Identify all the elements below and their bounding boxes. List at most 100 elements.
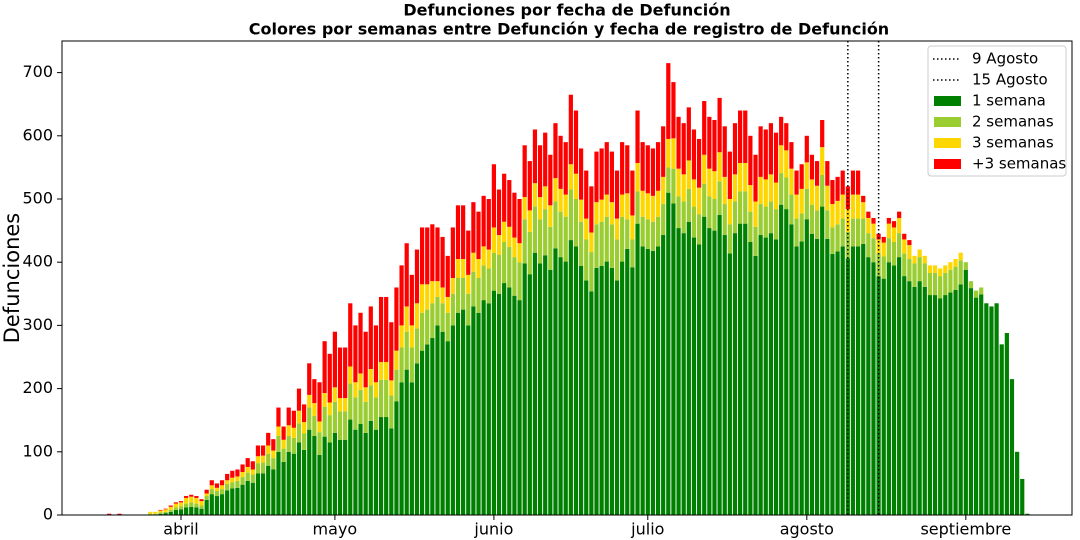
bar-segment xyxy=(445,341,450,515)
bar-segment xyxy=(553,123,558,179)
bar-segment xyxy=(512,237,517,258)
bar-segment xyxy=(686,160,691,189)
bar-segment xyxy=(414,303,420,329)
bar-segment xyxy=(573,173,579,199)
bar-segment xyxy=(271,450,276,459)
bar-segment xyxy=(255,445,261,457)
bar-segment xyxy=(727,199,732,225)
bar-segment xyxy=(553,178,558,202)
bar-segment xyxy=(548,154,553,206)
bar-segment xyxy=(748,211,753,242)
bar-segment xyxy=(604,142,609,195)
bar-segment xyxy=(250,461,255,470)
bar-segment xyxy=(194,496,199,498)
bar-segment xyxy=(209,480,214,486)
bar-segment xyxy=(296,388,302,411)
bar-segment xyxy=(702,154,707,184)
bar-segment xyxy=(168,505,173,507)
bar-segment xyxy=(897,233,902,258)
bar-segment xyxy=(599,148,604,200)
bar-segment xyxy=(958,260,963,285)
bar-segment xyxy=(958,284,963,515)
bar-segment xyxy=(445,296,450,313)
bar-segment xyxy=(840,194,845,219)
bar-segment xyxy=(399,325,404,348)
bar-segment xyxy=(758,176,763,205)
bar-segment xyxy=(999,344,1004,515)
bar-segment xyxy=(814,238,820,516)
bar-segment xyxy=(302,422,307,434)
bar-segment xyxy=(450,278,455,294)
bar-segment xyxy=(168,511,173,515)
bar-segment xyxy=(466,274,471,294)
bar-segment xyxy=(866,217,871,234)
bar-segment xyxy=(784,209,789,515)
bar-segment xyxy=(455,312,461,515)
bar-segment xyxy=(527,231,532,275)
bar-segment xyxy=(291,410,296,428)
bar-segment xyxy=(471,306,476,515)
bar-segment xyxy=(773,239,779,515)
bar-segment xyxy=(589,291,594,515)
bar-segment xyxy=(481,195,486,247)
bar-segment xyxy=(476,259,481,278)
bar-segment xyxy=(266,445,271,454)
bar-segment xyxy=(245,458,250,467)
bar-segment xyxy=(763,179,768,207)
bar-segment xyxy=(296,410,302,424)
bar-segment xyxy=(953,259,958,267)
bar-segment xyxy=(825,185,830,211)
bar-segment xyxy=(732,174,738,202)
bar-segment xyxy=(384,296,389,363)
bar-segment xyxy=(753,226,758,256)
bar-segment xyxy=(671,82,676,139)
bar-segment xyxy=(491,227,497,253)
bar-segment xyxy=(543,186,548,210)
bar-segment xyxy=(189,496,194,503)
bar-segment xyxy=(809,179,815,205)
bar-segment xyxy=(194,503,199,508)
bar-segment xyxy=(168,509,173,512)
bar-segment xyxy=(666,167,671,193)
bar-segment xyxy=(753,154,758,202)
bar-segment xyxy=(461,205,466,260)
bar-segment xyxy=(789,142,794,169)
bar-segment xyxy=(871,262,876,515)
bar-segment xyxy=(230,477,235,483)
bar-segment xyxy=(979,294,984,515)
x-tick-label: septiembre xyxy=(920,520,1011,539)
bar-segment xyxy=(579,265,584,515)
bar-segment xyxy=(348,303,353,367)
bar-segment xyxy=(748,241,753,515)
bar-segment xyxy=(425,284,430,310)
bar-segment xyxy=(789,224,794,515)
bar-segment xyxy=(461,309,466,515)
bar-segment xyxy=(343,411,348,440)
bar-segment xyxy=(158,513,163,515)
bar-segment xyxy=(650,195,656,222)
bar-segment xyxy=(753,255,758,515)
bar-segment xyxy=(814,210,820,239)
bar-segment xyxy=(532,129,538,184)
bar-segment xyxy=(353,429,358,515)
bar-segment xyxy=(963,262,968,270)
bar-segment xyxy=(907,259,912,282)
bar-segment xyxy=(855,218,861,247)
bar-segment xyxy=(943,272,948,296)
bar-segment xyxy=(630,239,635,268)
bar-segment xyxy=(614,218,620,240)
bar-segment xyxy=(743,110,748,163)
bar-segment xyxy=(886,223,891,239)
bar-segment xyxy=(353,397,358,430)
bar-segment xyxy=(820,120,825,148)
bar-segment xyxy=(979,287,984,295)
bar-segment xyxy=(732,201,738,234)
bar-segment xyxy=(743,191,748,224)
bar-segment xyxy=(584,218,589,240)
bar-segment xyxy=(235,476,240,481)
bar-segment xyxy=(594,267,599,515)
bar-segment xyxy=(722,176,727,205)
bar-segment xyxy=(758,126,763,177)
bar-segment xyxy=(517,300,522,515)
bar-segment xyxy=(440,236,445,288)
